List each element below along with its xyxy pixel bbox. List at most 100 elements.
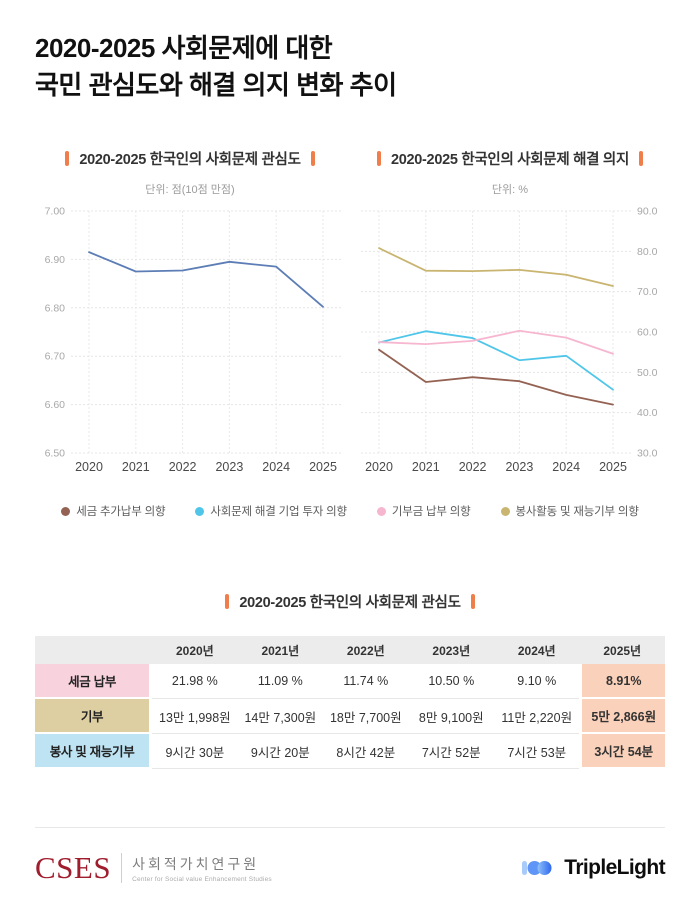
- footer: CSES 사회적가치연구원 Center for Social value En…: [35, 827, 666, 886]
- table-cell: 10.50 %: [408, 664, 494, 699]
- y-axis-tick: 6.70: [45, 351, 66, 363]
- legend-label: 세금 추가납부 의향: [76, 506, 166, 518]
- x-axis-tick: 2020: [365, 460, 393, 474]
- will-line-chart: 90.0 80.0 70.0 60.0 50.0 40.0 30.0 2020 2021 2022…: [361, 206, 658, 474]
- table-header-year: 2020년: [152, 636, 238, 664]
- x-axis-tick: 2025: [309, 460, 337, 474]
- will-chart-unit: 단위: %: [491, 184, 529, 196]
- interest-chart-title-text: 2020-2025 한국인의 사회문제 관심도: [79, 152, 301, 168]
- table-title: 2020-2025 한국인의 사회문제 관심도: [35, 591, 665, 612]
- y-axis-tick: 40.0: [637, 407, 658, 419]
- table-cell: 11.09 %: [237, 664, 324, 699]
- footer-divider: [35, 827, 665, 828]
- y-axis-tick: 6.60: [45, 399, 66, 411]
- y-axis-tick: 6.80: [45, 302, 66, 314]
- x-axis-tick: 2021: [122, 460, 150, 474]
- x-axis-tick: 2024: [552, 460, 580, 474]
- table-cell: 18만 7,700원: [323, 699, 409, 734]
- will-chart-title: 2020-2025 한국인의 사회문제 해결 의지: [355, 148, 665, 169]
- table-cell: 9시간 20분: [237, 734, 324, 769]
- cses-korean-name: 사회적가치연구원: [132, 855, 260, 872]
- cses-english-name: Center for Social value Enhancement Stud…: [132, 875, 272, 883]
- table-cell: 8시간 42분: [323, 734, 409, 769]
- legend-item: 세금 추가납부 의향: [61, 503, 166, 519]
- will-chart-block: 2020-2025 한국인의 사회문제 해결 의지 단위: % 90.0 80.0…: [355, 148, 665, 477]
- table-cell: 9.10 %: [494, 664, 580, 699]
- page-title-line2: 국민 관심도와 해결 의지 변화 추이: [35, 70, 397, 100]
- charts-row: 2020-2025 한국인의 사회문제 관심도 단위: 점(10점 만점) 7.…: [35, 148, 665, 477]
- legend-dot-icon: [61, 506, 71, 516]
- cses-logo: CSES 사회적가치연구원 Center for Social value En…: [35, 850, 272, 886]
- page-title: 2020-2025 사회문제에 대한 국민 관심도와 해결 의지 변화 추이: [35, 30, 665, 104]
- x-axis-tick: 2023: [215, 460, 243, 474]
- data-table: 2020년 2021년 2022년 2023년 2024년 2025년 세금 납부 21.9…: [35, 636, 665, 769]
- interest-line-chart: 7.00 6.90 6.80 6.70 6.60 6.50 2020 2021 2022 2023…: [45, 206, 341, 474]
- cses-separator: [121, 853, 123, 883]
- triplelight-icon: [522, 861, 552, 875]
- table-header-year: 2023년: [408, 636, 494, 664]
- table-cell: 8.91%: [579, 664, 665, 699]
- table-header-year: 2021년: [237, 636, 324, 664]
- x-axis-tick: 2023: [505, 460, 533, 474]
- will-chart-title-text: 2020-2025 한국인의 사회문제 해결 의지: [390, 152, 630, 168]
- table-header-empty: [35, 636, 153, 664]
- series-line: [88, 251, 324, 308]
- series-line: [378, 348, 614, 406]
- y-axis-tick: 70.0: [637, 286, 658, 298]
- table-body: 세금 납부 21.98 % 11.09 % 11.74 % 10.50 % 9.10 % 8…: [35, 664, 665, 769]
- y-axis-tick: 60.0: [637, 327, 658, 339]
- legend-item: 봉사활동 및 재능기부 의향: [500, 503, 639, 519]
- table-header-year: 2025년: [579, 636, 665, 664]
- x-axis-tick: 2024: [262, 460, 290, 474]
- table-cell: 21.98 %: [152, 664, 238, 699]
- legend-item: 사회문제 해결 기업 투자 의향: [195, 503, 347, 519]
- legend-label: 기부금 납부 의향: [391, 506, 471, 518]
- accent-bar-icon: [65, 151, 70, 166]
- x-axis-tick: 2022: [169, 460, 197, 474]
- table-cell: 5만 2,866원: [579, 699, 665, 734]
- table-header-year: 2022년: [323, 636, 409, 664]
- table-row: 기부 13만 1,998원 14만 7,300원 18만 7,700원 8만 9,100…: [35, 699, 665, 734]
- series-line: [378, 247, 614, 287]
- table-cell: 7시간 53분: [494, 734, 580, 769]
- legend-label: 사회문제 해결 기업 투자 의향: [210, 506, 347, 518]
- series-line: [378, 330, 614, 391]
- table-cell: 14만 7,300원: [237, 699, 324, 734]
- legend-dot-icon: [500, 506, 510, 516]
- legend-dot-icon: [195, 506, 205, 516]
- table-cell: 7시간 52분: [408, 734, 494, 769]
- chart-legend: 세금 추가납부 의향 사회문제 해결 기업 투자 의향 기부금 납부 의향 봉사활동 …: [35, 503, 665, 519]
- row-label: 세금 납부: [35, 664, 153, 699]
- table-cell: 13만 1,998원: [152, 699, 238, 734]
- table-head: 2020년 2021년 2022년 2023년 2024년 2025년: [35, 636, 665, 664]
- x-axis-tick: 2025: [599, 460, 627, 474]
- x-axis-tick: 2022: [459, 460, 487, 474]
- y-axis-tick: 50.0: [637, 367, 658, 379]
- x-axis-tick: 2020: [75, 460, 103, 474]
- y-axis-tick: 90.0: [637, 206, 658, 218]
- triplelight-wordmark: TripleLight: [564, 856, 665, 879]
- table-cell: 11만 2,220원: [494, 699, 580, 734]
- table-row: 세금 납부 21.98 % 11.09 % 11.74 % 10.50 % 9.10 % 8…: [35, 664, 665, 699]
- y-axis-tick: 30.0: [637, 448, 658, 460]
- table-cell: 11.74 %: [323, 664, 409, 699]
- y-axis-tick: 80.0: [637, 246, 658, 258]
- triplelight-logo: TripleLight: [521, 856, 666, 880]
- y-axis-tick: 6.50: [45, 448, 66, 460]
- row-label: 봉사 및 재능기부: [35, 734, 153, 769]
- legend-label: 봉사활동 및 재능기부 의향: [515, 506, 639, 518]
- legend-item: 기부금 납부 의향: [376, 503, 471, 519]
- interest-chart-unit: 단위: 점(10점 만점): [145, 184, 235, 196]
- row-label: 기부: [35, 699, 153, 734]
- y-axis-tick: 6.90: [45, 254, 66, 266]
- table-cell: 3시간 54분: [579, 734, 665, 769]
- interest-chart-title: 2020-2025 한국인의 사회문제 관심도: [35, 148, 345, 169]
- table-header-year: 2024년: [494, 636, 580, 664]
- accent-bar-icon: [639, 151, 644, 166]
- y-axis-tick: 7.00: [45, 206, 66, 218]
- table-row: 봉사 및 재능기부 9시간 30분 9시간 20분 8시간 42분 7시간 52분 7시간…: [35, 734, 665, 769]
- x-axis-tick: 2021: [412, 460, 440, 474]
- accent-bar-icon: [225, 594, 230, 609]
- interest-chart-block: 2020-2025 한국인의 사회문제 관심도 단위: 점(10점 만점) 7.…: [35, 148, 345, 477]
